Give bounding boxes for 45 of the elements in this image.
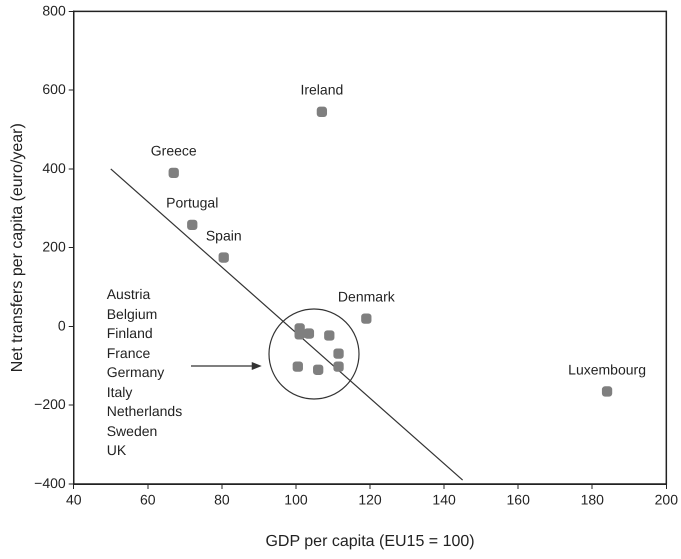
x-tick-label: 140 xyxy=(432,491,456,508)
point xyxy=(313,364,324,375)
x-tick-label: 40 xyxy=(66,491,82,508)
x-tick-label: 160 xyxy=(506,491,530,508)
x-tick-label: 60 xyxy=(140,491,156,508)
y-tick-label: −200 xyxy=(34,396,66,412)
point xyxy=(361,313,372,324)
annotation: Sweden xyxy=(106,422,158,441)
annotation: Luxembourg xyxy=(568,361,646,378)
x-tick-label: 100 xyxy=(284,491,308,508)
y-tick-label: 400 xyxy=(42,160,66,176)
annotation: Italy xyxy=(106,382,134,402)
annotation: Netherlands xyxy=(106,402,182,422)
point xyxy=(333,361,344,372)
x-tick-label: 180 xyxy=(580,491,604,508)
y-tick-label: 0 xyxy=(58,317,66,334)
x-tick-label: 120 xyxy=(358,491,382,508)
y-tick-label: −400 xyxy=(34,474,66,491)
annotation: Portugal xyxy=(166,194,218,211)
annotation: Belgium xyxy=(106,304,158,324)
annotation: UK xyxy=(106,441,128,460)
annotation: Austria xyxy=(106,285,152,304)
annotation: Greece xyxy=(150,142,197,159)
annotation: Ireland xyxy=(300,82,344,98)
y-tick-label: 200 xyxy=(42,238,66,255)
point xyxy=(187,220,198,230)
x-axis-title: GDP per capita (EU15 = 100) xyxy=(265,532,475,550)
x-tick-label: 80 xyxy=(214,491,230,508)
annotation: France xyxy=(106,344,152,363)
point xyxy=(602,386,612,397)
point xyxy=(218,252,229,263)
annotation: Germany xyxy=(106,363,166,382)
point xyxy=(292,361,303,372)
point xyxy=(316,106,328,117)
point xyxy=(333,348,344,359)
point xyxy=(324,330,334,341)
annotation: Finland xyxy=(106,324,154,344)
y-axis-title: Net transfers per capita (euro/year) xyxy=(9,123,26,372)
point xyxy=(168,168,179,178)
y-tick-label: 600 xyxy=(42,81,66,98)
x-tick-label: 200 xyxy=(654,491,678,508)
annotation: Denmark xyxy=(338,288,396,304)
point xyxy=(304,328,314,339)
annotation: Spain xyxy=(206,227,242,244)
y-tick-label: 800 xyxy=(42,2,66,18)
